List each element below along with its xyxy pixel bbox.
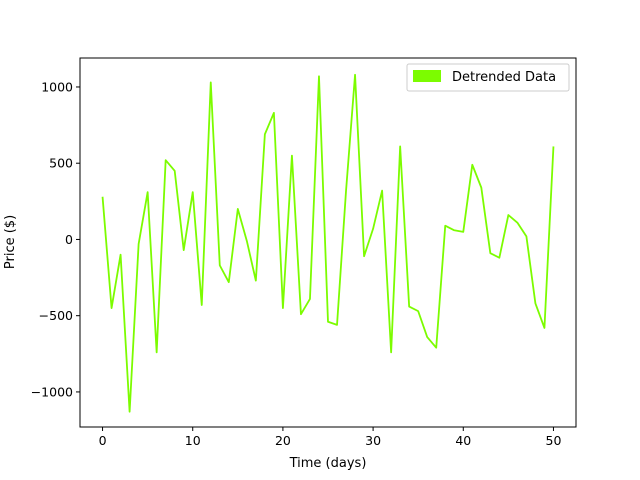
x-axis-ticks: 0 10 20 30 40 50 (99, 427, 562, 448)
x-tick-label: 30 (365, 433, 381, 448)
y-tick-label: 500 (49, 156, 73, 171)
x-axis-label: Time (days) (289, 456, 367, 471)
y-tick-label: −1000 (31, 384, 73, 399)
y-tick-label: 1000 (41, 79, 73, 94)
axes-frame (79, 57, 577, 428)
y-tick-label: −500 (39, 308, 73, 323)
y-axis-label: Price ($) (3, 215, 18, 269)
legend-swatch-detrended-data (413, 70, 441, 82)
series-line-detrended-data (101, 73, 555, 413)
y-axis-ticks: −1000 −500 0 500 1000 (31, 79, 80, 399)
legend: Detrended Data (406, 63, 570, 92)
x-tick-label: 50 (546, 433, 562, 448)
x-tick-label: 40 (455, 433, 471, 448)
y-tick-label: 0 (65, 232, 73, 247)
x-tick-label: 20 (275, 433, 291, 448)
legend-box (406, 63, 570, 92)
x-tick-label: 10 (185, 433, 201, 448)
plot-area (101, 73, 555, 413)
x-tick-label: 0 (99, 433, 107, 448)
legend-label-detrended-data: Detrended Data (452, 70, 556, 85)
